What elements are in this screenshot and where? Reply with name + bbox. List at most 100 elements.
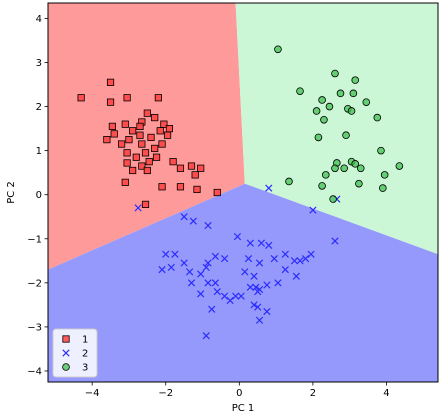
point-class-2 — [309, 206, 317, 214]
legend-label: 1 — [82, 335, 88, 346]
point-class-1 — [143, 109, 151, 117]
y-tick-label: −4 — [27, 366, 42, 377]
point-class-3 — [351, 76, 360, 84]
point-class-3 — [318, 182, 326, 190]
point-class-1 — [132, 153, 140, 161]
point-class-2 — [301, 254, 310, 263]
point-class-2 — [220, 254, 229, 263]
point-class-2 — [257, 239, 266, 247]
point-class-1 — [141, 149, 150, 157]
point-class-2 — [250, 272, 258, 280]
point-class-3 — [342, 131, 350, 140]
point-class-1 — [106, 78, 115, 86]
point-class-1 — [176, 164, 185, 172]
point-class-3 — [340, 164, 348, 173]
point-class-1 — [129, 166, 137, 175]
y-tick-label: 3 — [36, 58, 42, 69]
point-class-1 — [154, 94, 162, 102]
point-class-1 — [147, 133, 155, 142]
point-class-1 — [129, 127, 137, 135]
point-class-3 — [325, 102, 334, 111]
point-class-3 — [362, 98, 371, 106]
point-class-2 — [186, 268, 194, 276]
legend-box — [52, 328, 98, 378]
point-class-1 — [176, 183, 185, 191]
point-class-2 — [171, 250, 179, 258]
point-class-3 — [377, 146, 385, 155]
point-class-1 — [121, 178, 129, 186]
point-class-2 — [296, 257, 304, 265]
point-class-2 — [213, 288, 221, 296]
point-class-1 — [77, 94, 85, 102]
point-class-3 — [331, 164, 339, 173]
point-class-2 — [226, 296, 234, 305]
x-tick-label: −4 — [85, 388, 100, 399]
point-class-1 — [121, 120, 129, 128]
point-class-2 — [197, 270, 205, 278]
y-tick-label: 4 — [36, 14, 42, 25]
point-class-1 — [108, 122, 116, 130]
point-class-2 — [241, 268, 249, 276]
point-class-3 — [351, 160, 360, 168]
point-class-1 — [160, 120, 168, 128]
decision-regions — [48, 3, 438, 382]
point-class-2 — [254, 303, 262, 311]
point-class-1 — [191, 171, 199, 179]
point-class-3 — [329, 195, 337, 203]
point-class-2 — [255, 259, 264, 267]
point-class-2 — [162, 250, 170, 258]
point-class-2 — [246, 239, 254, 247]
point-class-1 — [145, 158, 153, 166]
point-class-3 — [355, 179, 363, 188]
point-class-3 — [395, 162, 404, 170]
x-tick-label: −2 — [158, 388, 173, 399]
point-class-1 — [103, 136, 111, 144]
point-class-2 — [244, 254, 253, 263]
point-class-1 — [138, 140, 146, 148]
point-class-2 — [187, 279, 196, 287]
point-class-1 — [152, 153, 161, 161]
point-class-2 — [211, 252, 220, 261]
point-class-2 — [197, 290, 205, 298]
point-class-1 — [110, 130, 118, 138]
point-class-2 — [167, 263, 175, 272]
point-class-1 — [156, 127, 164, 135]
point-class-1 — [158, 140, 166, 148]
point-class-2 — [255, 316, 264, 324]
point-class-2 — [274, 279, 282, 287]
region-class-3 — [235, 3, 438, 255]
point-class-2 — [246, 283, 254, 291]
point-class-2 — [208, 305, 216, 313]
point-class-1 — [213, 188, 221, 197]
y-tick-label: 2 — [36, 102, 42, 113]
y-tick-label: −3 — [27, 322, 42, 333]
point-class-3 — [336, 89, 345, 98]
y-tick-label: 0 — [36, 190, 42, 201]
point-class-3 — [296, 87, 304, 95]
point-class-3 — [373, 113, 382, 122]
point-class-2 — [263, 281, 271, 289]
point-class-2 — [204, 221, 212, 230]
point-class-3 — [321, 171, 330, 179]
point-class-1 — [151, 144, 159, 153]
y-tick-label: 1 — [36, 146, 42, 157]
region-class-1 — [48, 3, 245, 270]
point-class-2 — [265, 184, 273, 192]
point-class-2 — [134, 204, 142, 212]
x-axis-label: PC 1 — [232, 403, 255, 414]
point-class-2 — [180, 259, 188, 267]
point-class-3 — [274, 45, 282, 54]
point-class-1 — [165, 124, 174, 133]
point-class-3 — [380, 171, 389, 179]
point-class-2 — [292, 272, 300, 280]
point-class-2 — [232, 292, 240, 300]
point-class-3 — [320, 115, 328, 124]
point-class-2 — [265, 241, 273, 250]
point-class-3 — [349, 89, 358, 98]
point-class-2 — [204, 279, 212, 287]
region-class-2 — [48, 183, 438, 382]
point-class-2 — [281, 250, 289, 258]
point-class-2 — [290, 257, 299, 265]
point-class-1 — [197, 164, 205, 172]
